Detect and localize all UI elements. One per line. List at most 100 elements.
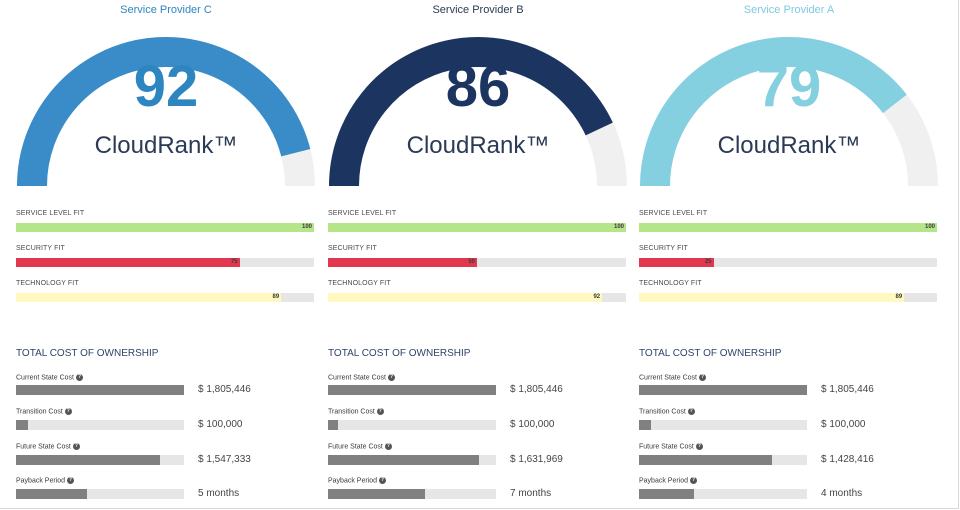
- help-icon[interactable]: ?: [695, 443, 703, 450]
- provider-name[interactable]: Service Provider C: [120, 4, 212, 16]
- security-fit-bar: 50: [328, 258, 626, 267]
- current-state-cost-text: Current State Cost: [328, 374, 386, 382]
- tco-title: TOTAL COST OF OWNERSHIP: [639, 348, 782, 359]
- current-state-cost-label: Current State Cost?: [16, 374, 83, 381]
- current-state-cost-value: $ 1,805,446: [198, 384, 251, 395]
- transition-cost-text: Transition Cost: [16, 408, 63, 416]
- current-state-cost-bar: [328, 385, 496, 395]
- future-state-cost-text: Future State Cost: [639, 443, 694, 451]
- future-state-cost-bar: [16, 455, 184, 465]
- technology-fit-bar: 89: [639, 293, 937, 302]
- help-icon[interactable]: ?: [75, 374, 83, 381]
- future-state-cost-label: Future State Cost?: [639, 443, 703, 450]
- service-level-fit-bar: 100: [16, 223, 314, 232]
- service-level-fit-fill: 100: [328, 223, 626, 232]
- service-level-fit-label: SERVICE LEVEL FIT: [639, 210, 708, 217]
- future-state-cost-value: $ 1,547,333: [198, 454, 251, 465]
- current-state-cost-label: Current State Cost?: [328, 374, 395, 381]
- service-level-fit-label: SERVICE LEVEL FIT: [16, 210, 85, 217]
- security-fit-bar: 25: [639, 258, 937, 267]
- transition-cost-text: Transition Cost: [639, 408, 686, 416]
- service-level-fit-fill: 100: [639, 223, 937, 232]
- transition-cost-fill: [328, 420, 339, 430]
- help-icon[interactable]: ?: [379, 477, 387, 484]
- transition-cost-bar: [16, 420, 184, 430]
- payback-period-text: Payback Period: [639, 477, 689, 485]
- help-icon[interactable]: ?: [384, 443, 392, 450]
- current-state-cost-fill: [639, 385, 807, 395]
- future-state-cost-text: Future State Cost: [16, 443, 71, 451]
- current-state-cost-text: Current State Cost: [639, 374, 697, 382]
- payback-period-label: Payback Period?: [328, 477, 387, 484]
- gauge-fill: [640, 37, 907, 187]
- gauge-fill: [329, 37, 613, 187]
- future-state-cost-bar: [328, 455, 496, 465]
- transition-cost-label: Transition Cost?: [328, 408, 384, 415]
- help-icon[interactable]: ?: [64, 408, 72, 415]
- future-state-cost-fill: [328, 455, 480, 465]
- provider-panel: Service Provider B 86 CloudRank™ SERVICE…: [328, 0, 639, 510]
- current-state-cost-text: Current State Cost: [16, 374, 74, 382]
- future-state-cost-label: Future State Cost?: [328, 443, 392, 450]
- future-state-cost-value: $ 1,428,416: [821, 454, 874, 465]
- provider-panel: Service Provider A 79 CloudRank™ SERVICE…: [639, 0, 950, 510]
- security-fit-fill: 75: [16, 258, 240, 267]
- cloudrank-label: CloudRank™: [406, 132, 550, 159]
- cloudrank-gauge: [640, 37, 938, 187]
- payback-period-value: 4 months: [821, 488, 863, 499]
- payback-period-fill: [639, 489, 695, 499]
- cloudrank-gauge: [329, 37, 627, 187]
- future-state-cost-fill: [639, 455, 772, 465]
- current-state-cost-value: $ 1,805,446: [821, 384, 874, 395]
- help-icon[interactable]: ?: [387, 374, 395, 381]
- technology-fit-label: TECHNOLOGY FIT: [328, 280, 391, 287]
- help-icon[interactable]: ?: [376, 408, 384, 415]
- technology-fit-label: TECHNOLOGY FIT: [639, 280, 702, 287]
- future-state-cost-value: $ 1,631,969: [510, 454, 563, 465]
- future-state-cost-label: Future State Cost?: [16, 443, 80, 450]
- service-level-fit-bar: 100: [639, 223, 937, 232]
- help-icon[interactable]: ?: [72, 443, 80, 450]
- transition-cost-label: Transition Cost?: [16, 408, 72, 415]
- current-state-cost-fill: [16, 385, 184, 395]
- future-state-cost-text: Future State Cost: [328, 443, 383, 451]
- technology-fit-label: TECHNOLOGY FIT: [16, 280, 79, 287]
- security-fit-bar: 75: [16, 258, 314, 267]
- transition-cost-label: Transition Cost?: [639, 408, 695, 415]
- current-state-cost-bar: [16, 385, 184, 395]
- technology-fit-fill: 89: [639, 293, 905, 302]
- cloudrank-gauge: [17, 37, 315, 187]
- tco-title: TOTAL COST OF OWNERSHIP: [16, 348, 159, 359]
- help-icon[interactable]: ?: [67, 477, 75, 484]
- technology-fit-bar: 92: [328, 293, 626, 302]
- current-state-cost-label: Current State Cost?: [639, 374, 706, 381]
- transition-cost-value: $ 100,000: [821, 419, 866, 430]
- payback-period-value: 5 months: [198, 488, 240, 499]
- provider-name[interactable]: Service Provider B: [432, 4, 524, 16]
- payback-period-bar: [16, 489, 184, 499]
- future-state-cost-fill: [16, 455, 161, 465]
- payback-period-label: Payback Period?: [639, 477, 698, 485]
- transition-cost-value: $ 100,000: [510, 419, 555, 430]
- help-icon[interactable]: ?: [687, 408, 695, 415]
- payback-period-label: Payback Period?: [16, 477, 75, 485]
- technology-fit-bar: 89: [16, 293, 314, 302]
- payback-period-fill: [16, 489, 87, 499]
- cloudrank-label: CloudRank™: [94, 132, 238, 159]
- current-state-cost-bar: [639, 385, 807, 395]
- future-state-cost-bar: [639, 455, 807, 465]
- cloudrank-score: 86: [445, 54, 511, 119]
- transition-cost-text: Transition Cost: [328, 408, 375, 416]
- provider-name[interactable]: Service Provider A: [743, 4, 835, 16]
- service-level-fit-label: SERVICE LEVEL FIT: [328, 210, 397, 217]
- payback-period-bar: [639, 489, 807, 499]
- transition-cost-fill: [639, 420, 651, 430]
- gauge-fill: [17, 37, 311, 187]
- cloudrank-label: CloudRank™: [717, 132, 861, 159]
- transition-cost-fill: [16, 420, 28, 430]
- provider-panel: Service Provider C 92 CloudRank™ SERVICE…: [16, 0, 327, 510]
- payback-period-text: Payback Period: [16, 477, 66, 485]
- help-icon[interactable]: ?: [698, 374, 706, 381]
- security-fit-fill: 25: [639, 258, 714, 267]
- help-icon[interactable]: ?: [690, 477, 698, 484]
